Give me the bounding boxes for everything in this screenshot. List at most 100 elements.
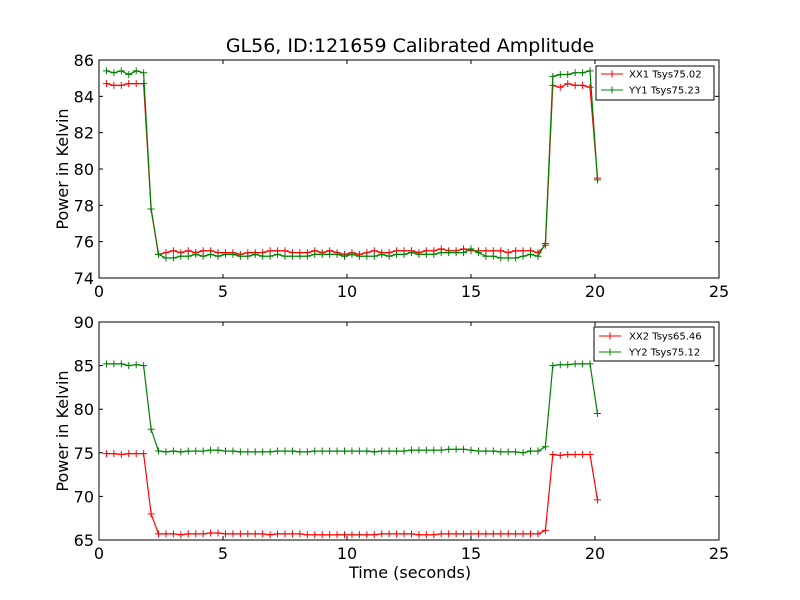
data-point: [318, 531, 326, 539]
legend: XX1 Tsys75.02 YY1 Tsys75.23: [595, 65, 715, 101]
data-point: [437, 530, 445, 538]
data-point: [393, 530, 401, 538]
data-point: [296, 448, 304, 456]
data-point: [579, 360, 587, 368]
data-point: [117, 451, 125, 459]
data-point: [259, 530, 267, 538]
data-point: [549, 72, 557, 80]
data-point: [415, 250, 423, 258]
y-tick-label: 82: [74, 124, 94, 143]
data-point: [549, 451, 557, 459]
data-point: [288, 252, 296, 260]
data-point: [400, 447, 408, 455]
data-point: [318, 250, 326, 258]
data-point: [274, 530, 282, 538]
data-point: [132, 361, 140, 369]
data-point: [564, 80, 572, 88]
y-tick-label: 70: [74, 487, 94, 506]
legend-marker: [608, 86, 616, 94]
data-point: [296, 530, 304, 538]
data-point: [102, 80, 110, 88]
data-point: [512, 254, 520, 262]
data-point: [288, 447, 296, 455]
data-point: [341, 531, 349, 539]
legend: XX2 Tsys65.46 YY2 Tsys75.12: [593, 326, 715, 362]
data-point: [244, 252, 252, 260]
data-point: [497, 530, 505, 538]
data-point: [117, 67, 125, 75]
x-tick-label: 20: [585, 282, 605, 301]
data-point: [117, 81, 125, 89]
x-tick-label: 5: [218, 544, 228, 563]
data-point: [117, 360, 125, 368]
data-point: [489, 447, 497, 455]
data-point: [140, 69, 148, 77]
data-point: [482, 530, 490, 538]
legend-label-yy1: YY1 Tsys75.23: [628, 86, 700, 97]
data-point: [571, 360, 579, 368]
data-point: [333, 447, 341, 455]
data-point: [102, 360, 110, 368]
x-axis-label: Time (seconds): [348, 563, 471, 582]
data-point: [527, 250, 535, 258]
data-point: [132, 80, 140, 88]
data-point: [355, 447, 363, 455]
data-point: [311, 447, 319, 455]
data-point: [571, 451, 579, 459]
data-point: [214, 529, 222, 537]
data-point: [407, 249, 415, 257]
data-point: [102, 67, 110, 75]
data-point: [437, 249, 445, 257]
data-point: [155, 447, 163, 455]
data-point: [259, 252, 267, 260]
data-point: [229, 530, 237, 538]
data-point: [400, 250, 408, 258]
data-point: [586, 451, 594, 459]
x-tick-label: 25: [709, 282, 729, 301]
data-point: [430, 446, 438, 454]
data-point: [385, 447, 393, 455]
data-point: [370, 448, 378, 456]
data-point: [512, 247, 520, 255]
data-point: [363, 531, 371, 539]
y-tick-label: 76: [74, 233, 94, 252]
data-point: [326, 531, 334, 539]
data-point: [593, 496, 601, 504]
data-point: [102, 450, 110, 458]
data-point: [512, 448, 520, 456]
data-point: [527, 530, 535, 538]
data-point: [251, 250, 259, 258]
data-point: [571, 81, 579, 89]
data-point: [385, 252, 393, 260]
data-point: [579, 451, 587, 459]
data-point: [251, 530, 259, 538]
data-point: [333, 531, 341, 539]
data-point: [333, 250, 341, 258]
legend-marker: [606, 348, 614, 356]
data-point: [489, 530, 497, 538]
data-point: [415, 531, 423, 539]
data-point: [534, 530, 542, 538]
data-point: [556, 361, 564, 369]
data-point: [348, 250, 356, 258]
data-point: [221, 250, 229, 258]
data-point: [110, 69, 118, 77]
data-point: [251, 448, 259, 456]
data-point: [221, 447, 229, 455]
data-point: [147, 510, 155, 518]
data-point: [504, 448, 512, 456]
data-point: [497, 448, 505, 456]
data-point: [184, 530, 192, 538]
data-point: [549, 362, 557, 370]
data-point: [370, 252, 378, 260]
data-point: [221, 530, 229, 538]
x-tick-label: 0: [94, 544, 104, 563]
data-point: [482, 252, 490, 260]
data-point: [400, 530, 408, 538]
legend-label-yy2: YY2 Tsys75.12: [628, 348, 700, 359]
y-tick-label: 90: [74, 313, 94, 332]
data-point: [155, 530, 163, 538]
data-point: [348, 531, 356, 539]
data-point: [430, 531, 438, 539]
data-point: [497, 254, 505, 262]
